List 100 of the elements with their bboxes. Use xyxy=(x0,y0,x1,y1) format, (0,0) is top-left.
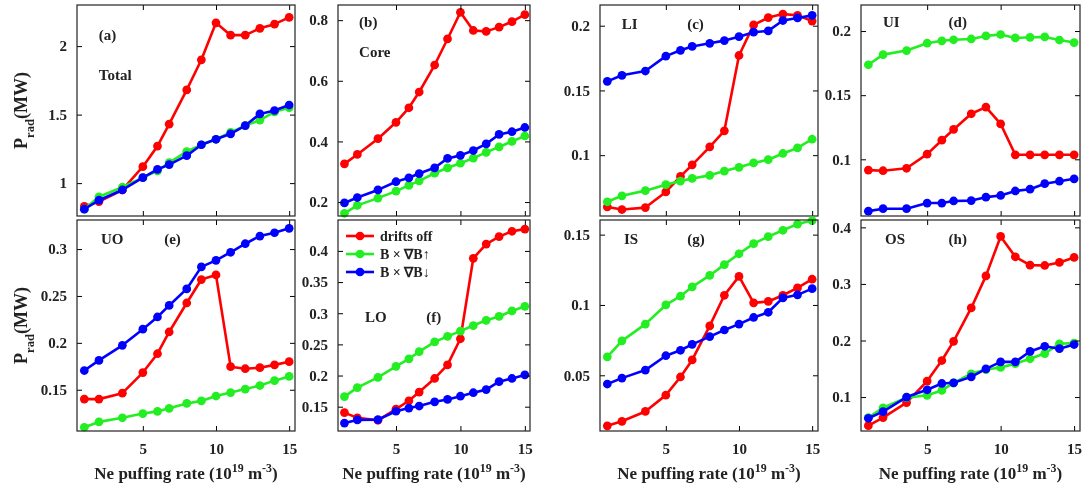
point xyxy=(981,271,991,281)
point xyxy=(617,205,627,214)
point xyxy=(138,162,148,172)
point xyxy=(404,403,414,413)
point xyxy=(391,177,401,187)
point xyxy=(705,332,715,341)
y-tick-label: 0.4 xyxy=(832,219,852,236)
point xyxy=(117,413,127,423)
point xyxy=(481,27,491,36)
point xyxy=(1025,347,1035,356)
point xyxy=(949,35,958,45)
point xyxy=(211,18,221,28)
point xyxy=(705,170,715,180)
point xyxy=(778,16,788,25)
point xyxy=(719,290,729,300)
point xyxy=(1055,258,1064,267)
point xyxy=(1069,174,1079,184)
point xyxy=(734,32,744,42)
point xyxy=(494,312,504,321)
y-tick-label: 0.2 xyxy=(832,23,851,40)
point xyxy=(164,327,174,337)
point xyxy=(966,34,976,44)
y-tick-label: 0.15 xyxy=(563,82,590,99)
point xyxy=(340,198,349,208)
point xyxy=(520,10,530,20)
point xyxy=(602,197,612,207)
x-axis-title: Ne puffing rate (10$^{19}$ m$^{-3}$) xyxy=(617,461,801,483)
point xyxy=(661,51,671,61)
point xyxy=(494,377,504,387)
point xyxy=(996,357,1005,367)
y-tick-label: 0.4 xyxy=(309,243,329,260)
point xyxy=(240,30,250,40)
y-tick-label: 0.15 xyxy=(563,226,590,243)
point xyxy=(404,354,414,364)
point xyxy=(922,38,932,48)
point xyxy=(494,232,504,241)
y-tick-label: 0.3 xyxy=(309,305,328,322)
point xyxy=(414,87,424,97)
point xyxy=(863,165,873,175)
point xyxy=(507,226,517,236)
point xyxy=(1040,261,1050,270)
point xyxy=(602,77,612,86)
point xyxy=(430,374,440,383)
y-tick-label: 0.1 xyxy=(571,147,590,164)
y-tick-label: 0.25 xyxy=(301,336,328,353)
point xyxy=(763,307,773,317)
point xyxy=(1025,32,1035,42)
point xyxy=(749,239,758,248)
point xyxy=(226,247,235,257)
point xyxy=(196,396,206,406)
point xyxy=(153,141,162,151)
y-tick-label: 0.2 xyxy=(309,367,328,384)
point xyxy=(494,22,504,32)
point xyxy=(196,275,206,284)
point xyxy=(778,149,788,158)
point xyxy=(1040,150,1050,160)
point xyxy=(94,356,104,365)
point xyxy=(373,193,383,203)
point xyxy=(404,173,414,183)
point xyxy=(602,352,612,362)
y-tick-label: 0.8 xyxy=(309,12,328,29)
point xyxy=(719,166,729,176)
point xyxy=(1040,349,1050,358)
point xyxy=(687,160,697,170)
point xyxy=(763,297,773,306)
x-axis-title: Ne puffing rate (10$^{19}$ m$^{-3}$) xyxy=(94,461,278,483)
point xyxy=(922,149,932,159)
point xyxy=(414,387,424,397)
point xyxy=(94,394,104,404)
point xyxy=(1040,341,1050,351)
x-tick-label: 5 xyxy=(662,440,671,457)
x-tick-label: 10 xyxy=(453,440,469,457)
point xyxy=(937,36,947,46)
point xyxy=(661,300,671,310)
y-tick-label: 0.1 xyxy=(571,297,590,314)
point xyxy=(352,150,362,159)
point xyxy=(996,119,1005,129)
point xyxy=(922,198,932,208)
point xyxy=(153,349,162,359)
point xyxy=(430,337,440,347)
point xyxy=(255,231,265,241)
point xyxy=(404,181,414,190)
point xyxy=(468,388,478,398)
point xyxy=(734,249,744,259)
point xyxy=(507,127,517,137)
y-tick-label: 0.15 xyxy=(824,87,851,104)
point xyxy=(1055,344,1064,354)
point xyxy=(863,60,873,70)
y-tick-label: 0.2 xyxy=(48,335,67,352)
annotation: (h) xyxy=(948,231,967,249)
point xyxy=(1010,150,1020,160)
point xyxy=(705,271,715,280)
point xyxy=(79,394,89,404)
point xyxy=(352,383,362,392)
point xyxy=(661,180,671,190)
point xyxy=(255,363,265,373)
point xyxy=(443,163,452,173)
point xyxy=(922,385,932,395)
point xyxy=(734,162,744,172)
point xyxy=(719,260,729,269)
